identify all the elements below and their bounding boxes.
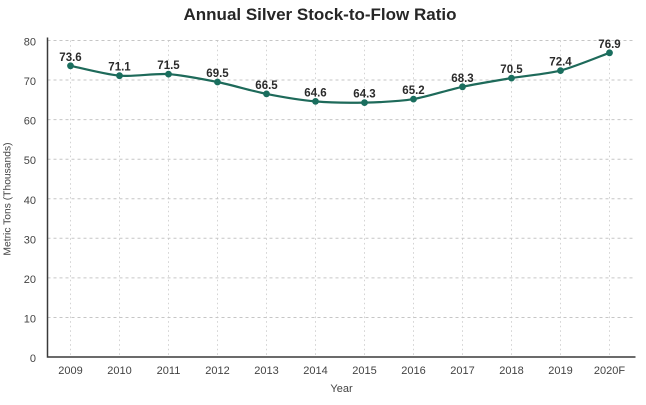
svg-text:72.4: 72.4 (549, 57, 572, 69)
svg-text:66.5: 66.5 (255, 80, 278, 92)
svg-text:2019: 2019 (548, 365, 572, 377)
svg-text:2020F: 2020F (594, 365, 625, 377)
svg-text:0: 0 (30, 353, 36, 365)
svg-text:2015: 2015 (352, 365, 376, 377)
svg-text:60: 60 (24, 116, 36, 128)
svg-text:2010: 2010 (107, 365, 131, 377)
svg-text:2009: 2009 (58, 365, 82, 377)
svg-text:40: 40 (24, 195, 36, 207)
svg-text:65.2: 65.2 (402, 85, 424, 97)
svg-text:71.5: 71.5 (157, 60, 180, 72)
svg-text:70: 70 (24, 76, 36, 88)
svg-text:64.3: 64.3 (353, 89, 375, 101)
svg-text:68.3: 68.3 (451, 73, 473, 85)
svg-text:73.6: 73.6 (59, 52, 81, 64)
svg-text:2012: 2012 (205, 365, 229, 377)
svg-text:70.5: 70.5 (500, 64, 523, 76)
svg-text:10: 10 (24, 313, 36, 325)
svg-text:Metric Tons (Thousands): Metric Tons (Thousands) (3, 142, 14, 255)
svg-text:2014: 2014 (303, 365, 327, 377)
svg-text:80: 80 (24, 37, 36, 49)
svg-text:2016: 2016 (401, 365, 425, 377)
svg-text:Annual Silver Stock-to-Flow Ra: Annual Silver Stock-to-Flow Ratio (184, 5, 457, 24)
svg-text:2017: 2017 (450, 365, 474, 377)
svg-text:50: 50 (24, 155, 36, 167)
svg-text:2011: 2011 (157, 365, 181, 377)
svg-text:76.9: 76.9 (598, 39, 620, 51)
svg-text:20: 20 (24, 274, 36, 286)
svg-text:2018: 2018 (499, 365, 523, 377)
svg-text:71.1: 71.1 (108, 62, 131, 74)
svg-text:2013: 2013 (254, 365, 278, 377)
svg-text:64.6: 64.6 (304, 87, 326, 99)
svg-text:69.5: 69.5 (206, 68, 229, 80)
svg-text:Year: Year (330, 383, 353, 395)
svg-text:30: 30 (24, 234, 36, 246)
